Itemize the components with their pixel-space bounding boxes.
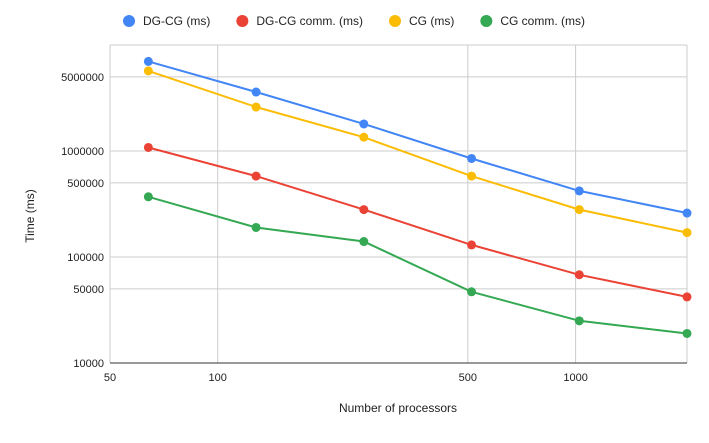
- data-point: [359, 205, 369, 215]
- x-axis-title: Number of processors: [339, 401, 457, 415]
- series-line: [148, 195, 688, 335]
- data-point: [682, 228, 692, 238]
- data-point: [574, 205, 584, 215]
- legend-marker: [123, 15, 136, 27]
- y-tick-label: 100000: [67, 252, 104, 264]
- y-tick-label: 1000000: [61, 146, 104, 158]
- series-layer: [143, 56, 692, 338]
- series-dg-cg-comm-ms: [143, 142, 692, 302]
- data-point: [682, 292, 692, 302]
- axis-tick-labels: 10000 50000 100000 500000 1000000 5000000 50 10…: [61, 72, 588, 384]
- data-point: [467, 153, 477, 163]
- series-dg-cg-ms: [143, 56, 692, 218]
- series-cg-comm-ms: [143, 192, 692, 338]
- data-point: [467, 287, 477, 297]
- legend[interactable]: DG-CG (ms) DG-CG comm. (ms) CG (ms) CG comm…: [123, 14, 585, 28]
- data-point: [251, 102, 261, 112]
- data-point: [467, 240, 477, 250]
- data-point: [359, 119, 369, 129]
- data-point: [682, 328, 692, 338]
- data-point: [359, 237, 369, 247]
- legend-item[interactable]: CG comm. (ms): [480, 14, 585, 28]
- data-point: [251, 222, 261, 232]
- data-point: [682, 208, 692, 218]
- data-point: [143, 142, 153, 152]
- series-line: [148, 146, 688, 298]
- data-point: [143, 192, 153, 202]
- legend-item[interactable]: DG-CG (ms): [123, 14, 210, 28]
- legend-item[interactable]: CG (ms): [389, 14, 454, 28]
- legend-item[interactable]: DG-CG comm. (ms): [236, 14, 363, 28]
- y-tick-label: 5000000: [61, 72, 104, 84]
- y-tick-label: 500000: [67, 178, 104, 190]
- y-tick-label: 10000: [73, 358, 104, 370]
- data-point: [143, 56, 153, 66]
- data-point: [143, 66, 153, 76]
- grid-layer: [109, 44, 688, 364]
- y-axis-title: Time (ms): [23, 189, 37, 243]
- data-point: [359, 132, 369, 142]
- data-point: [574, 316, 584, 326]
- legend-label: DG-CG comm. (ms): [256, 14, 363, 28]
- legend-label: DG-CG (ms): [143, 14, 210, 28]
- x-tick-label: 500: [459, 372, 477, 384]
- series-line: [148, 69, 688, 234]
- data-point: [574, 270, 584, 280]
- series-line: [148, 60, 688, 214]
- data-point: [251, 87, 261, 97]
- series-cg-ms: [143, 66, 692, 238]
- x-tick-label: 50: [104, 372, 116, 384]
- legend-marker: [236, 15, 249, 27]
- data-point: [467, 171, 477, 181]
- data-point: [251, 171, 261, 181]
- legend-label: CG comm. (ms): [500, 14, 585, 28]
- legend-marker: [480, 15, 493, 27]
- data-point: [574, 186, 584, 196]
- legend-marker: [389, 15, 401, 27]
- y-tick-label: 50000: [73, 284, 104, 296]
- x-tick-label: 100: [209, 372, 227, 384]
- x-tick-label: 1000: [563, 372, 587, 384]
- legend-label: CG (ms): [409, 14, 454, 28]
